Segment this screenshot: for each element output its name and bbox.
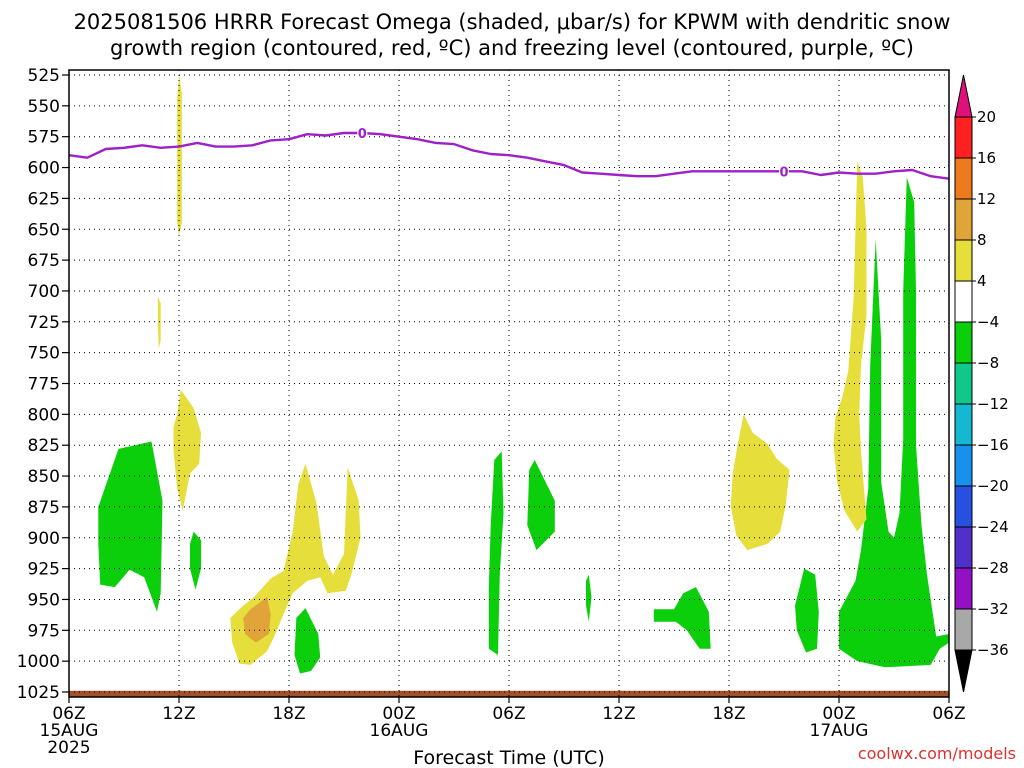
chart-title-line2: growth region (contoured, red, ºC) and f… xyxy=(110,36,914,60)
y-tick-label-950: 950 xyxy=(28,590,60,610)
omega-region-11 xyxy=(173,389,201,511)
y-tick-label-600: 600 xyxy=(28,159,60,179)
colorbar-label-8: −16 xyxy=(977,436,1009,454)
colorbar-label-9: −20 xyxy=(977,477,1009,495)
colorbar-swatch-4 xyxy=(954,280,973,323)
colorbar-swatch-7 xyxy=(954,403,973,446)
omega-region-14 xyxy=(730,414,790,551)
x-tick-label-0: 06Z xyxy=(52,704,85,724)
omega-region-5 xyxy=(586,574,592,622)
colorbar-swatch-8 xyxy=(954,444,973,487)
omega-region-1 xyxy=(190,531,201,590)
colorbar-label-11: −28 xyxy=(977,559,1009,577)
colorbar-swatch-2 xyxy=(954,198,973,241)
freezing-level-label-0: 0 xyxy=(358,127,367,142)
y-tick-label-625: 625 xyxy=(28,189,60,209)
colorbar-label-7: −12 xyxy=(977,395,1009,413)
colorbar-swatch-12 xyxy=(954,608,973,651)
omega-region-4 xyxy=(527,460,555,551)
credit-text: coolwx.com/models xyxy=(858,744,1016,763)
y-tick-label-700: 700 xyxy=(28,282,60,302)
freezing-level-label-bg-1 xyxy=(779,164,789,179)
omega-shaded-regions xyxy=(98,75,949,674)
x-tick-label-4: 06Z xyxy=(492,704,525,724)
x-tick-label-1: 12Z xyxy=(162,704,195,724)
surface-strip xyxy=(69,690,949,697)
colorbar-label-4: 4 xyxy=(977,272,987,290)
y-tick-label-675: 675 xyxy=(28,251,60,271)
y-tick-label-875: 875 xyxy=(28,498,60,518)
freezing-level-contour: 00 xyxy=(68,125,950,180)
y-tick-label-1025: 1025 xyxy=(17,683,60,703)
colorbar: 20 16 12 8 4 −4 −8 −12 −16 −20 −24 −28 −32 −36 xyxy=(954,74,1009,693)
y-tick-label-550: 550 xyxy=(28,97,60,117)
colorbar-label-12: −32 xyxy=(977,600,1009,618)
x-tick-label-6: 18Z xyxy=(712,704,745,724)
colorbar-swatch-11 xyxy=(954,567,973,610)
x-tick-date-0: 15AUG xyxy=(40,721,99,741)
colorbar-label-6: −8 xyxy=(977,354,999,372)
colorbar-swatch-5 xyxy=(954,321,973,364)
y-tick-label-750: 750 xyxy=(28,344,60,364)
omega-region-7 xyxy=(795,568,819,653)
colorbar-label-0: 20 xyxy=(977,108,996,126)
colorbar-label-5: −4 xyxy=(977,313,999,331)
omega-region-2 xyxy=(294,608,321,674)
surface-strip-band xyxy=(69,690,949,697)
colorbar-top-arrow xyxy=(954,74,973,118)
y-tick-label-850: 850 xyxy=(28,467,60,487)
omega-region-13 xyxy=(243,597,271,643)
x-tick-date-7: 17AUG xyxy=(810,721,869,741)
colorbar-label-2: 12 xyxy=(977,190,996,208)
x-tick-date-3: 16AUG xyxy=(370,721,429,741)
colorbar-label-10: −24 xyxy=(977,518,1009,536)
omega-region-3 xyxy=(488,451,504,655)
colorbar-swatch-10 xyxy=(954,526,973,569)
x-tick-year-0: 2025 xyxy=(47,738,90,758)
colorbar-bottom-arrow xyxy=(954,649,973,693)
freezing-level-line xyxy=(68,131,950,180)
y-axis-ticks: 525 550 575 600 625 650 675 700 725 750 775 800 825 8… xyxy=(17,66,69,703)
y-tick-label-825: 825 xyxy=(28,436,60,456)
x-tick-label-5: 12Z xyxy=(602,704,635,724)
x-tick-label-8: 06Z xyxy=(932,704,965,724)
colorbar-swatch-3 xyxy=(954,239,973,282)
y-tick-label-800: 800 xyxy=(28,405,60,425)
colorbar-label-1: 16 xyxy=(977,149,996,167)
omega-region-10 xyxy=(157,297,161,349)
x-tick-label-3: 00Z xyxy=(382,704,415,724)
x-tick-label-7: 00Z xyxy=(822,704,855,724)
colorbar-swatch-0 xyxy=(954,116,973,159)
colorbar-label-3: 8 xyxy=(977,231,987,249)
y-tick-label-650: 650 xyxy=(28,220,60,240)
freezing-level-label-1: 0 xyxy=(779,165,788,180)
y-tick-label-725: 725 xyxy=(28,313,60,333)
omega-region-15 xyxy=(833,161,867,532)
omega-region-0 xyxy=(98,441,163,612)
colorbar-swatch-6 xyxy=(954,362,973,405)
colorbar-label-13: −36 xyxy=(977,641,1009,659)
y-tick-label-1000: 1000 xyxy=(17,652,60,672)
y-tick-label-900: 900 xyxy=(28,529,60,549)
y-tick-label-975: 975 xyxy=(28,621,60,641)
omega-region-6 xyxy=(653,587,711,649)
x-tick-label-2: 18Z xyxy=(272,704,305,724)
chart-title-line1: 2025081506 HRRR Forecast Omega (shaded, … xyxy=(74,10,951,34)
freezing-level-label-bg-0 xyxy=(357,125,368,140)
colorbar-swatch-1 xyxy=(954,157,973,200)
y-tick-label-775: 775 xyxy=(28,375,60,395)
omega-region-8 xyxy=(839,177,949,668)
y-tick-label-525: 525 xyxy=(28,66,60,86)
y-tick-label-575: 575 xyxy=(28,128,60,148)
colorbar-swatch-9 xyxy=(954,485,973,528)
x-axis-title: Forecast Time (UTC) xyxy=(413,747,604,768)
y-tick-label-925: 925 xyxy=(28,560,60,580)
